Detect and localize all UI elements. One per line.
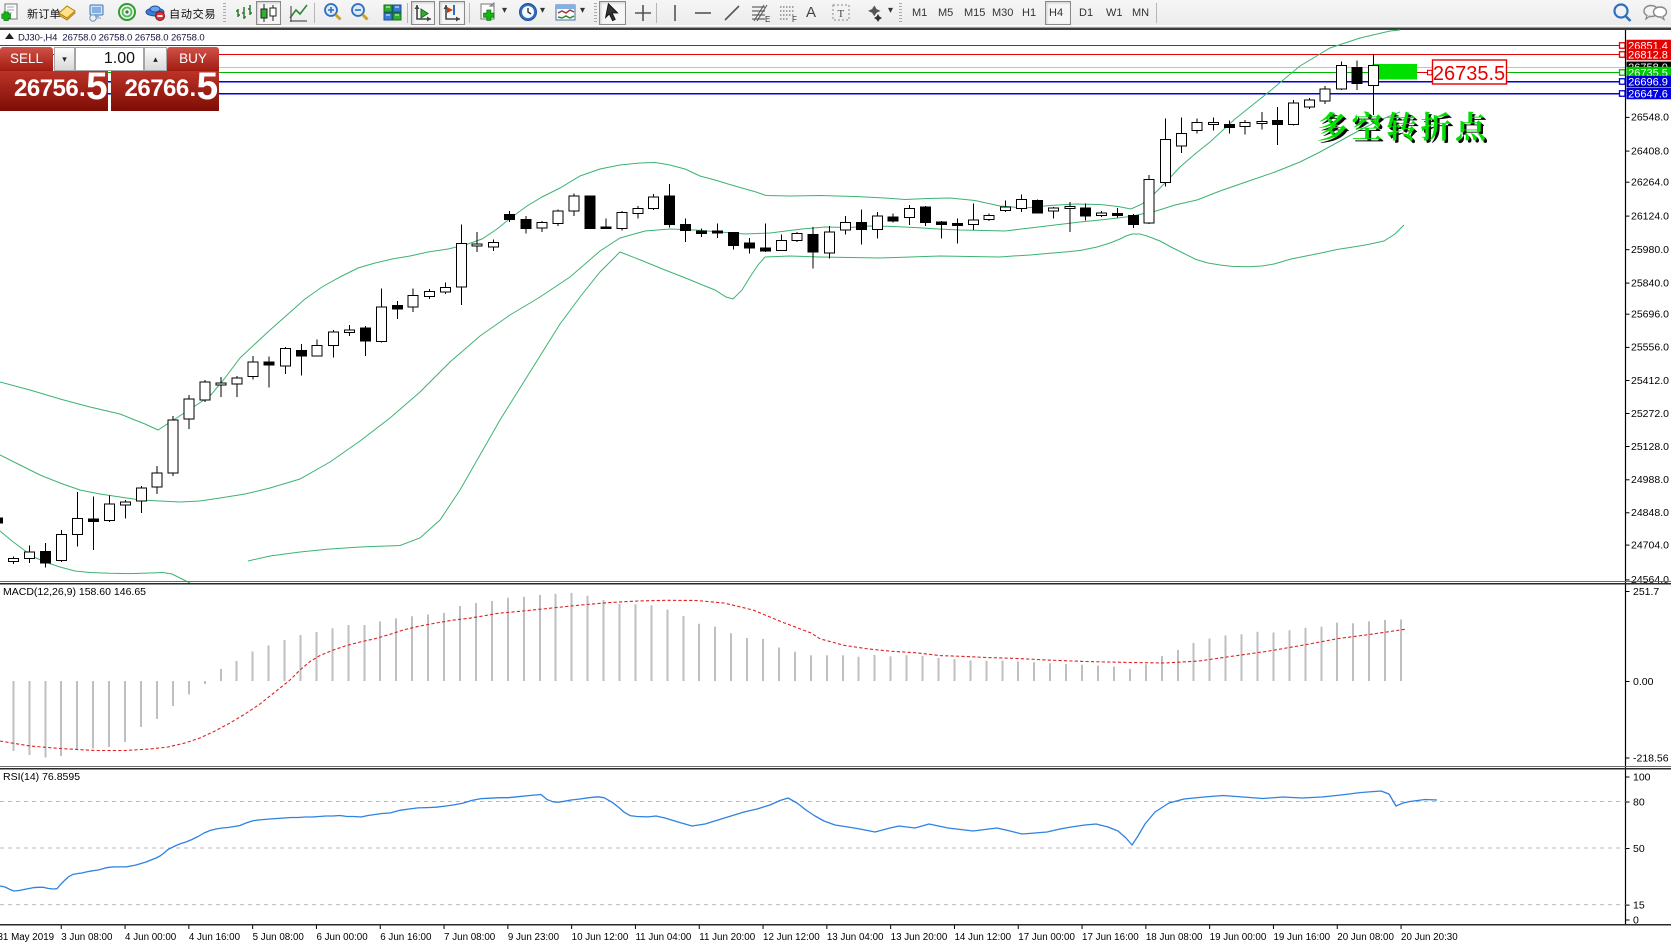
- svg-text:26735.5: 26735.5: [1433, 63, 1505, 85]
- svg-text:DJ30-,H4 26758.0 26758.0 2675: DJ30-,H4 26758.0 26758.0 26758.0 26758.0: [18, 33, 205, 44]
- svg-text:251.7: 251.7: [1633, 586, 1659, 598]
- svg-text:50: 50: [1633, 843, 1645, 855]
- svg-text:14 Jun 12:00: 14 Jun 12:00: [954, 932, 1011, 943]
- svg-text:6 Jun 16:00: 6 Jun 16:00: [380, 932, 432, 943]
- svg-text:20 Jun 08:00: 20 Jun 08:00: [1337, 932, 1394, 943]
- svg-text:9 Jun 23:00: 9 Jun 23:00: [508, 932, 560, 943]
- svg-text:26124.0: 26124.0: [1631, 210, 1669, 222]
- svg-text:15: 15: [1633, 899, 1645, 911]
- svg-text:19 Jun 00:00: 19 Jun 00:00: [1210, 932, 1267, 943]
- svg-text:6 Jun 00:00: 6 Jun 00:00: [316, 932, 368, 943]
- svg-text:0.00: 0.00: [1633, 676, 1654, 688]
- svg-text:3 Jun 08:00: 3 Jun 08:00: [61, 932, 113, 943]
- svg-text:RSI(14) 76.8595: RSI(14) 76.8595: [3, 771, 80, 783]
- svg-text:26696.9: 26696.9: [1628, 76, 1668, 88]
- svg-text:25128.0: 25128.0: [1631, 441, 1669, 453]
- svg-text:25412.0: 25412.0: [1631, 375, 1669, 387]
- svg-text:13 Jun 04:00: 13 Jun 04:00: [827, 932, 884, 943]
- svg-text:-218.56: -218.56: [1633, 752, 1669, 764]
- svg-text:20 Jun 20:30: 20 Jun 20:30: [1401, 932, 1458, 943]
- svg-text:5 Jun 08:00: 5 Jun 08:00: [253, 932, 305, 943]
- svg-text:24704.0: 24704.0: [1631, 539, 1669, 551]
- svg-text:24848.0: 24848.0: [1631, 507, 1669, 519]
- svg-text:25272.0: 25272.0: [1631, 408, 1669, 420]
- svg-text:80: 80: [1633, 796, 1645, 808]
- svg-text:26548.0: 26548.0: [1631, 112, 1669, 124]
- svg-text:25696.0: 25696.0: [1631, 309, 1669, 321]
- svg-text:11 Jun 20:00: 11 Jun 20:00: [699, 932, 755, 943]
- svg-text:25840.0: 25840.0: [1631, 277, 1669, 289]
- svg-text:25980.0: 25980.0: [1631, 244, 1669, 256]
- svg-text:26647.6: 26647.6: [1628, 88, 1668, 100]
- svg-text:T: T: [838, 8, 845, 20]
- svg-text:25556.0: 25556.0: [1631, 342, 1669, 354]
- svg-text:31 May 2019: 31 May 2019: [0, 932, 54, 943]
- svg-text:19 Jun 16:00: 19 Jun 16:00: [1273, 932, 1330, 943]
- svg-text:26408.0: 26408.0: [1631, 145, 1669, 157]
- svg-text:17 Jun 00:00: 17 Jun 00:00: [1018, 932, 1075, 943]
- svg-text:4 Jun 00:00: 4 Jun 00:00: [125, 932, 177, 943]
- svg-text:13 Jun 20:00: 13 Jun 20:00: [891, 932, 948, 943]
- svg-text:11 Jun 04:00: 11 Jun 04:00: [635, 932, 691, 943]
- svg-text:18 Jun 08:00: 18 Jun 08:00: [1146, 932, 1203, 943]
- svg-text:MACD(12,26,9) 158.60 146.65: MACD(12,26,9) 158.60 146.65: [3, 586, 146, 598]
- svg-text:17 Jun 16:00: 17 Jun 16:00: [1082, 932, 1139, 943]
- svg-text:26812.8: 26812.8: [1628, 49, 1668, 61]
- svg-text:10 Jun 12:00: 10 Jun 12:00: [572, 932, 629, 943]
- svg-text:7 Jun 08:00: 7 Jun 08:00: [444, 932, 496, 943]
- svg-text:26264.0: 26264.0: [1631, 177, 1669, 189]
- svg-text:E: E: [765, 15, 770, 24]
- svg-text:4 Jun 16:00: 4 Jun 16:00: [189, 932, 241, 943]
- svg-text:F: F: [792, 15, 797, 24]
- svg-text:12 Jun 12:00: 12 Jun 12:00: [763, 932, 820, 943]
- svg-text:0: 0: [1633, 914, 1639, 926]
- svg-text:24988.0: 24988.0: [1631, 474, 1669, 486]
- svg-text:100: 100: [1633, 771, 1651, 783]
